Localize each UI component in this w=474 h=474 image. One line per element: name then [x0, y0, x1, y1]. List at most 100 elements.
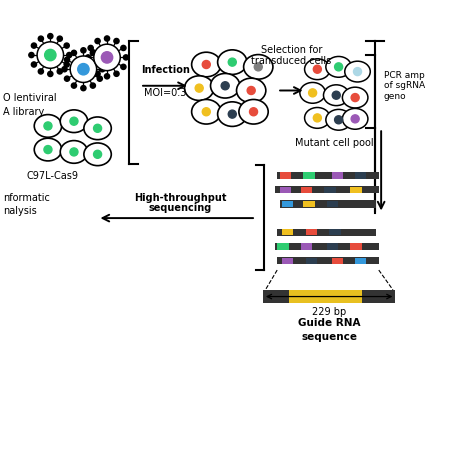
- Bar: [282, 201, 293, 207]
- Circle shape: [64, 62, 69, 67]
- Circle shape: [70, 56, 97, 82]
- Circle shape: [93, 124, 101, 132]
- Circle shape: [195, 84, 203, 92]
- Circle shape: [48, 72, 53, 76]
- Bar: [277, 243, 289, 249]
- Ellipse shape: [218, 50, 247, 74]
- Circle shape: [313, 114, 321, 122]
- Ellipse shape: [84, 117, 111, 140]
- Circle shape: [70, 148, 78, 156]
- Bar: [331, 173, 343, 179]
- Text: sequence: sequence: [301, 331, 357, 342]
- Circle shape: [31, 43, 36, 48]
- Bar: [282, 229, 293, 236]
- Bar: [327, 201, 338, 207]
- Bar: [280, 173, 291, 179]
- Bar: [277, 172, 379, 179]
- Circle shape: [57, 36, 63, 41]
- Circle shape: [67, 53, 72, 58]
- Circle shape: [88, 46, 93, 51]
- Circle shape: [85, 55, 91, 60]
- Circle shape: [38, 69, 44, 74]
- Circle shape: [221, 82, 229, 90]
- Circle shape: [351, 93, 359, 101]
- Circle shape: [123, 55, 128, 60]
- Bar: [301, 243, 312, 249]
- Circle shape: [354, 68, 362, 76]
- Bar: [280, 187, 291, 193]
- Text: PCR amp
of sgRNA
geno: PCR amp of sgRNA geno: [383, 71, 425, 100]
- Circle shape: [31, 62, 36, 67]
- Circle shape: [351, 115, 359, 123]
- Bar: [263, 290, 395, 303]
- Ellipse shape: [184, 76, 214, 100]
- Text: transduced cells: transduced cells: [251, 56, 331, 66]
- Bar: [303, 173, 315, 179]
- Text: C97L-Cas9: C97L-Cas9: [27, 171, 79, 181]
- Bar: [289, 291, 362, 303]
- Circle shape: [332, 91, 340, 99]
- Text: Selection for: Selection for: [261, 45, 322, 55]
- Circle shape: [38, 36, 44, 41]
- Bar: [275, 243, 379, 250]
- Circle shape: [88, 64, 93, 70]
- Circle shape: [45, 49, 56, 61]
- Bar: [277, 257, 379, 264]
- Circle shape: [254, 63, 262, 71]
- Circle shape: [72, 83, 76, 88]
- Ellipse shape: [34, 115, 62, 137]
- Circle shape: [81, 48, 86, 53]
- Text: 229 bp: 229 bp: [312, 307, 346, 317]
- Ellipse shape: [345, 61, 370, 82]
- Circle shape: [70, 117, 78, 125]
- Circle shape: [64, 43, 69, 48]
- Circle shape: [81, 85, 86, 91]
- Text: A library: A library: [3, 107, 44, 117]
- Ellipse shape: [191, 52, 221, 77]
- Circle shape: [104, 74, 109, 79]
- Bar: [355, 173, 366, 179]
- Circle shape: [202, 61, 210, 69]
- Circle shape: [90, 50, 95, 55]
- Circle shape: [309, 89, 317, 97]
- Bar: [350, 187, 362, 193]
- Circle shape: [95, 38, 100, 44]
- Ellipse shape: [300, 82, 325, 103]
- Circle shape: [48, 34, 53, 39]
- Bar: [331, 257, 343, 264]
- Ellipse shape: [218, 102, 247, 127]
- Ellipse shape: [34, 138, 62, 161]
- Text: nformatic: nformatic: [3, 193, 50, 203]
- Ellipse shape: [244, 55, 273, 79]
- Circle shape: [94, 44, 120, 71]
- Circle shape: [37, 42, 64, 68]
- Circle shape: [90, 83, 95, 88]
- Circle shape: [62, 67, 67, 72]
- Ellipse shape: [342, 87, 368, 108]
- Circle shape: [97, 76, 102, 81]
- Circle shape: [121, 64, 126, 70]
- Ellipse shape: [342, 109, 368, 129]
- Circle shape: [114, 38, 119, 44]
- Circle shape: [44, 122, 52, 130]
- Ellipse shape: [237, 78, 266, 103]
- Circle shape: [93, 150, 101, 158]
- Text: O lentiviral: O lentiviral: [3, 93, 57, 103]
- Circle shape: [97, 57, 102, 63]
- Bar: [306, 257, 317, 264]
- Circle shape: [335, 63, 343, 71]
- Bar: [277, 228, 376, 236]
- Circle shape: [104, 36, 109, 41]
- Circle shape: [100, 67, 105, 72]
- Circle shape: [202, 108, 210, 116]
- Circle shape: [64, 76, 70, 81]
- Circle shape: [44, 146, 52, 154]
- Ellipse shape: [323, 85, 349, 106]
- Text: Infection: Infection: [141, 65, 190, 75]
- Bar: [329, 229, 340, 236]
- Circle shape: [228, 58, 237, 66]
- Ellipse shape: [210, 73, 240, 98]
- Ellipse shape: [326, 56, 351, 77]
- Ellipse shape: [305, 59, 330, 80]
- Circle shape: [313, 65, 321, 73]
